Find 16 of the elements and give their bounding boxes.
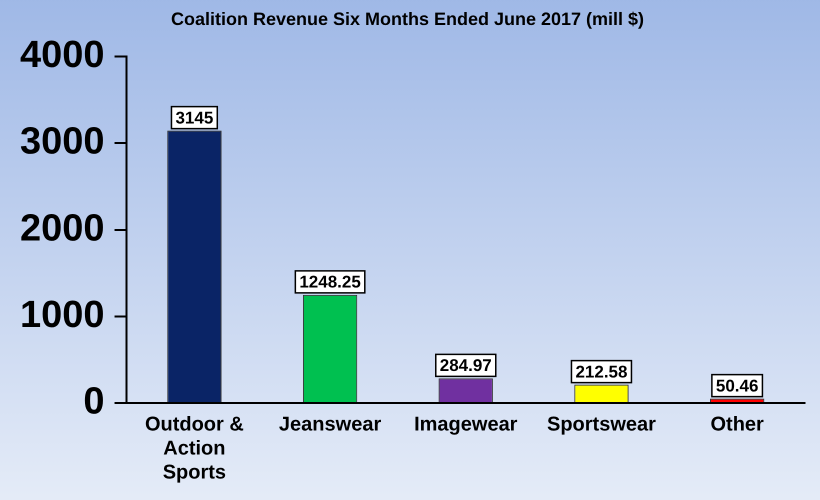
data-label: 284.97 bbox=[440, 356, 492, 376]
data-label: 212.58 bbox=[575, 362, 628, 382]
x-tick-label: Jeanswear bbox=[278, 414, 382, 436]
x-tick-label: Sportswear bbox=[546, 414, 656, 436]
chart-title: Coalition Revenue Six Months Ended June 2017 (mill $) bbox=[170, 8, 644, 29]
x-tick-label: Outdoor & Action Sports bbox=[144, 414, 244, 484]
y-tick-label: 0 bbox=[83, 380, 105, 422]
x-tick-label: Imagewear bbox=[414, 414, 518, 436]
x-tick-label: Other bbox=[710, 414, 764, 436]
data-label: 1248.25 bbox=[299, 272, 361, 292]
y-tick-label: 4000 bbox=[20, 34, 105, 76]
y-tick-label: 3000 bbox=[20, 120, 105, 163]
y-tick-label: 1000 bbox=[20, 294, 105, 336]
data-label: 50.46 bbox=[716, 376, 758, 396]
data-label: 3145 bbox=[175, 108, 214, 128]
y-tick-label: 2000 bbox=[20, 207, 105, 250]
